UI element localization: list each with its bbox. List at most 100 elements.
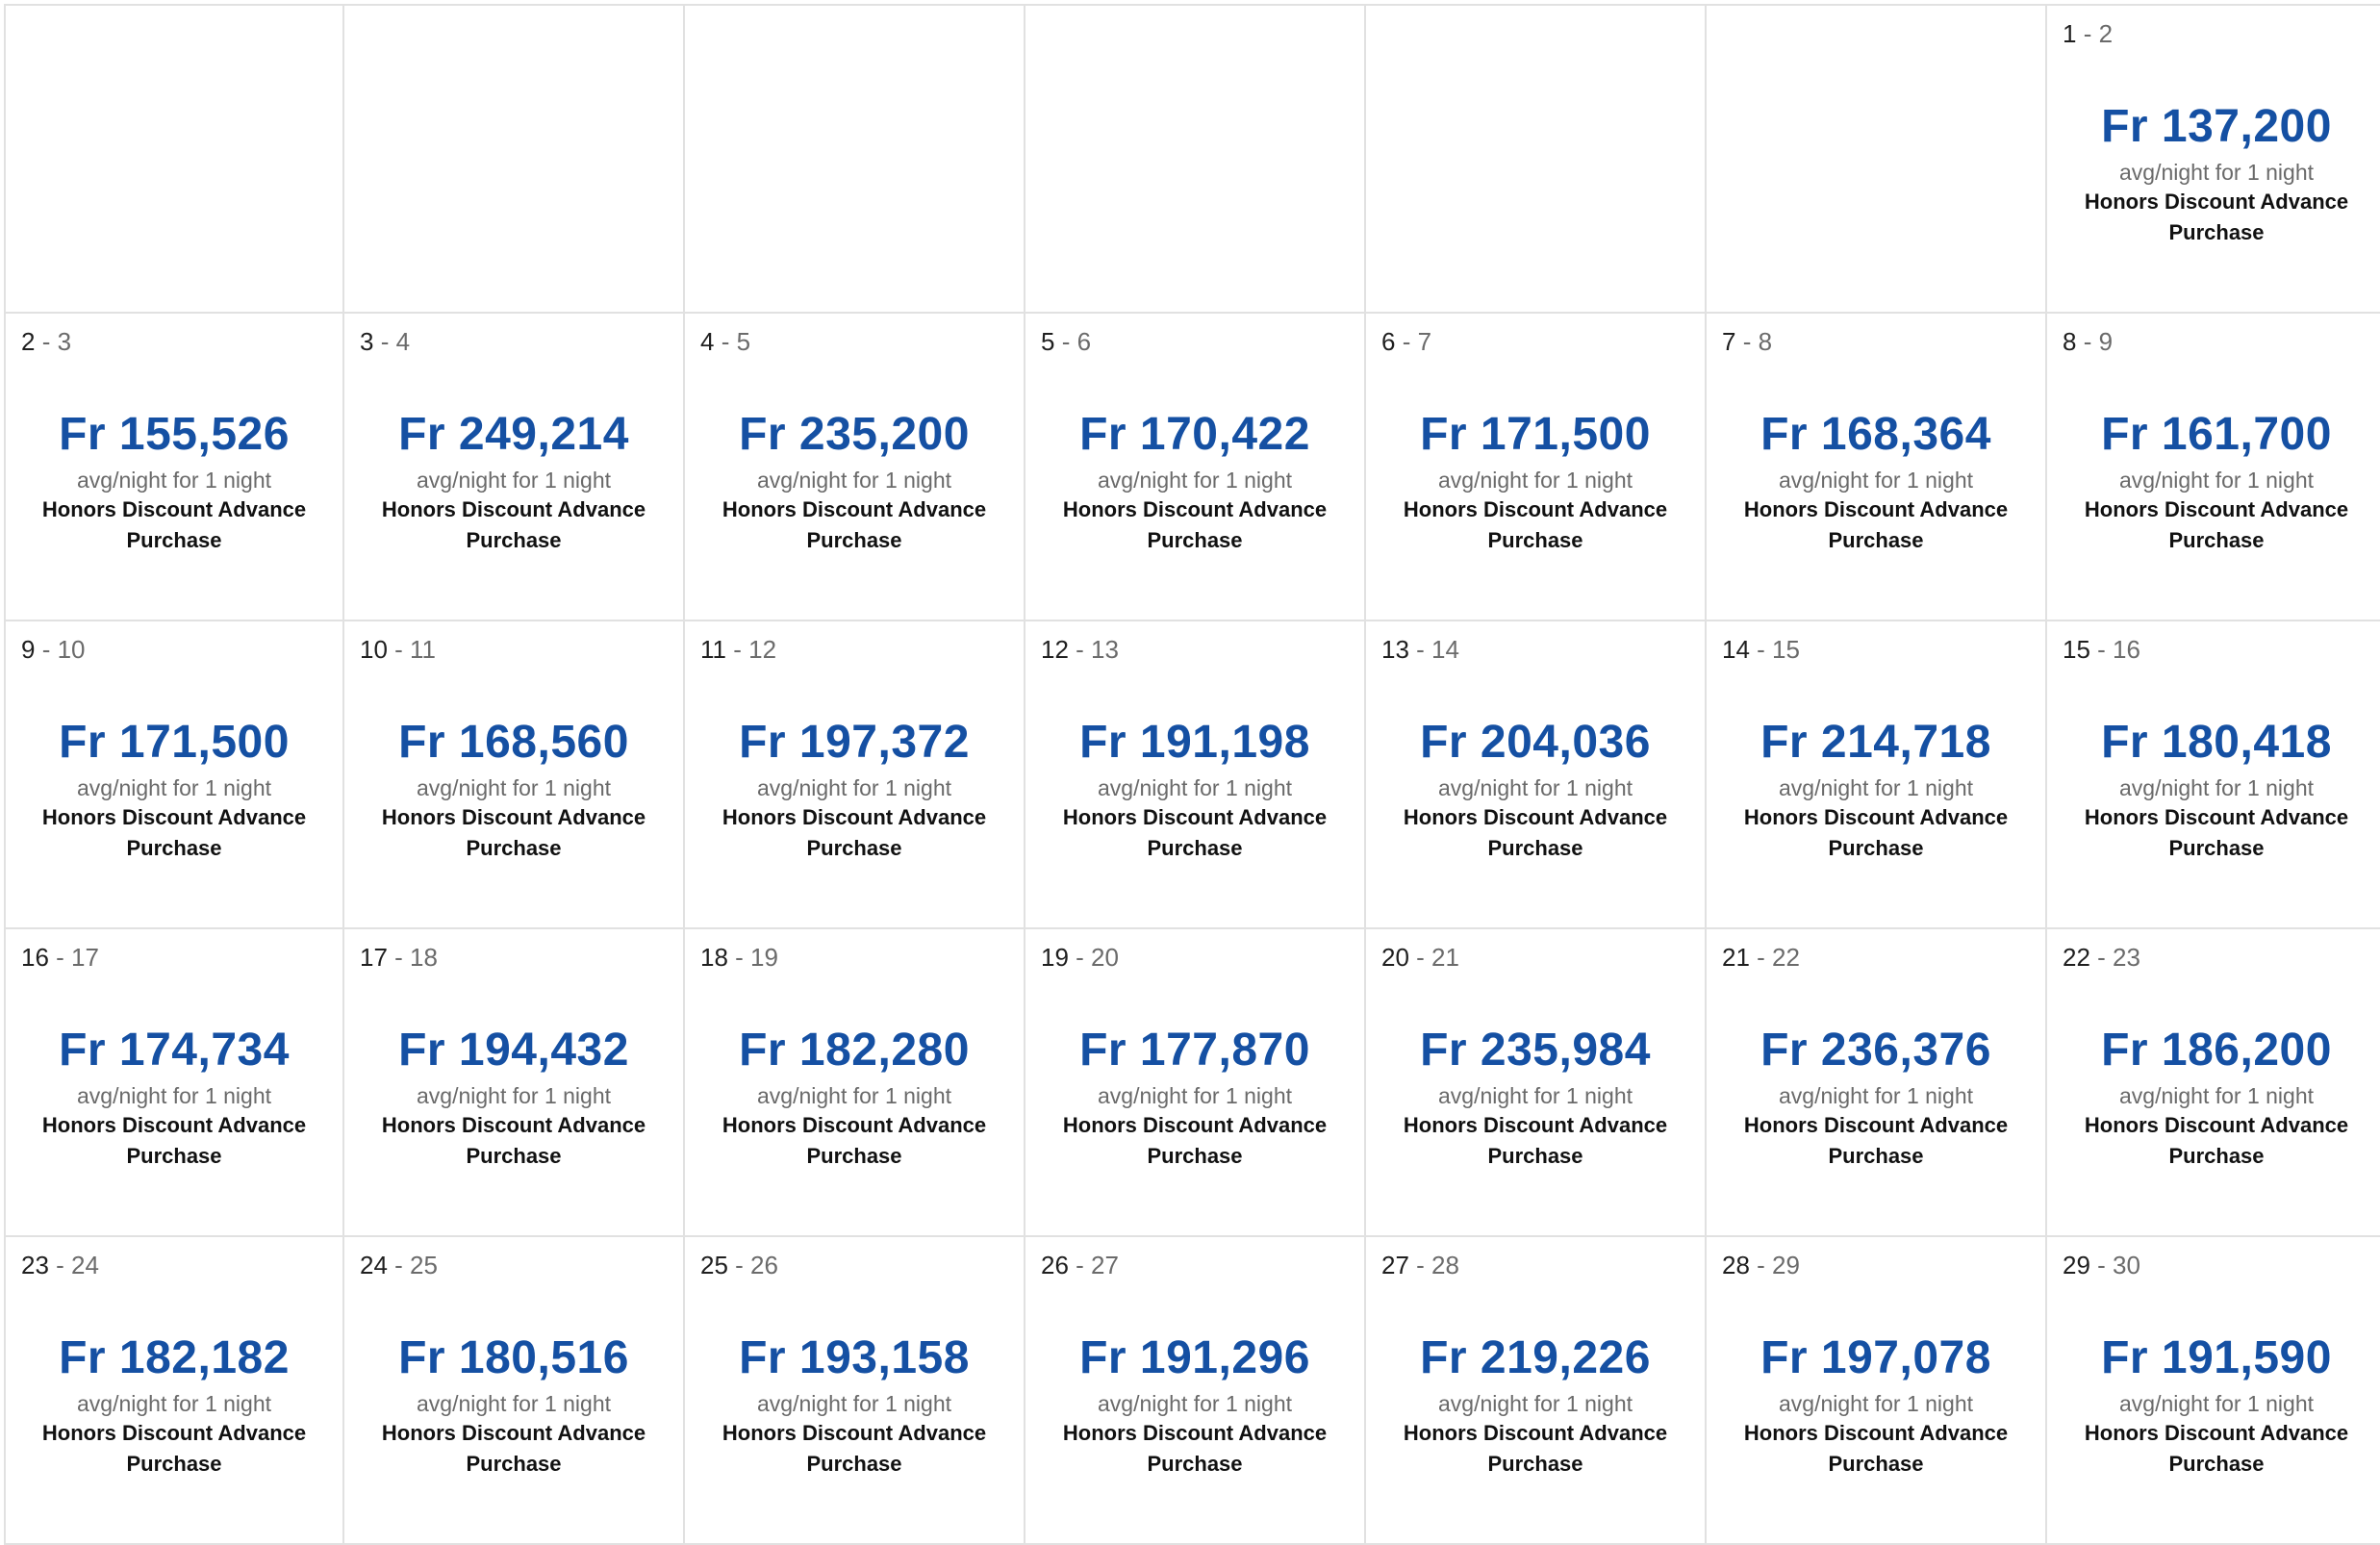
date-separator: - — [1749, 1251, 1773, 1279]
rate-plan-label: Honors Discount Advance Purchase — [1062, 497, 1328, 552]
calendar-day-cell[interactable]: 18 - 19 Fr 182,280 avg/night for 1 night Ho… — [685, 929, 1025, 1237]
calendar-day-cell[interactable]: 22 - 23 Fr 186,200 avg/night for 1 night Ho… — [2047, 929, 2380, 1237]
calendar-day-cell[interactable]: 6 - 7 Fr 171,500 avg/night for 1 night Hono… — [1366, 314, 1707, 621]
calendar-day-cell[interactable]: 28 - 29 Fr 197,078 avg/night for 1 night Ho… — [1707, 1237, 2047, 1545]
rate-plan-label: Honors Discount Advance Purchase — [1403, 1113, 1668, 1168]
stay-date-range: 12 - 13 — [1041, 635, 1119, 665]
calendar-day-cell[interactable]: 16 - 17 Fr 174,734 avg/night for 1 night Ho… — [4, 929, 344, 1237]
stay-date-range: 13 - 14 — [1381, 635, 1459, 665]
price-note: avg/night for 1 night — [2118, 1083, 2315, 1108]
nightly-price: Fr 235,984 — [1420, 1025, 1651, 1076]
calendar-day-cell[interactable]: 3 - 4 Fr 249,214 avg/night for 1 night Hono… — [344, 314, 685, 621]
date-separator: - — [387, 1251, 411, 1279]
checkin-day: 3 — [360, 327, 374, 356]
calendar-day-cell[interactable]: 12 - 13 Fr 191,198 avg/night for 1 night Ho… — [1025, 621, 1366, 929]
date-separator: - — [1068, 635, 1092, 664]
price-note: avg/night for 1 night — [76, 775, 272, 800]
calendar-day-cell[interactable]: 26 - 27 Fr 191,296 avg/night for 1 night Ho… — [1025, 1237, 1366, 1545]
checkin-day: 9 — [21, 635, 36, 664]
nightly-price: Fr 214,718 — [1760, 717, 1991, 768]
price-note: avg/night for 1 night — [1097, 1391, 1293, 1416]
rate-block: Fr 186,200 avg/night for 1 night Honors Di… — [2047, 1022, 2380, 1172]
rate-block: Fr 180,516 avg/night for 1 night Honors Di… — [344, 1330, 683, 1480]
rate-block: Fr 194,432 avg/night for 1 night Honors Di… — [344, 1022, 683, 1172]
rate-plan-label: Honors Discount Advance Purchase — [2084, 805, 2349, 860]
rate-block: Fr 177,870 avg/night for 1 night Honors Di… — [1025, 1022, 1364, 1172]
price-note: avg/night for 1 night — [756, 468, 952, 493]
rate-plan-label: Honors Discount Advance Purchase — [41, 1113, 307, 1168]
calendar-day-cell[interactable]: 25 - 26 Fr 193,158 avg/night for 1 night Ho… — [685, 1237, 1025, 1545]
rate-block: Fr 191,198 avg/night for 1 night Honors Di… — [1025, 714, 1364, 864]
calendar-day-cell[interactable]: 10 - 11 Fr 168,560 avg/night for 1 night Ho… — [344, 621, 685, 929]
checkout-day: 21 — [1431, 943, 1459, 972]
rate-plan-label: Honors Discount Advance Purchase — [2084, 1421, 2349, 1476]
calendar-day-cell[interactable]: 29 - 30 Fr 191,590 avg/night for 1 night Ho… — [2047, 1237, 2380, 1545]
calendar-day-cell[interactable]: 24 - 25 Fr 180,516 avg/night for 1 night Ho… — [344, 1237, 685, 1545]
stay-date-range: 22 - 23 — [2063, 943, 2140, 973]
calendar-day-cell[interactable]: 13 - 14 Fr 204,036 avg/night for 1 night Ho… — [1366, 621, 1707, 929]
rate-block: Fr 219,226 avg/night for 1 night Honors Di… — [1366, 1330, 1705, 1480]
nightly-price: Fr 204,036 — [1420, 717, 1651, 768]
calendar-day-cell[interactable]: 15 - 16 Fr 180,418 avg/night for 1 night Ho… — [2047, 621, 2380, 929]
price-note: avg/night for 1 night — [1778, 1083, 1974, 1108]
checkout-day: 28 — [1431, 1251, 1459, 1279]
rate-block: Fr 204,036 avg/night for 1 night Honors Di… — [1366, 714, 1705, 864]
calendar-day-cell[interactable]: 7 - 8 Fr 168,364 avg/night for 1 night Hono… — [1707, 314, 2047, 621]
price-note: avg/night for 1 night — [2118, 775, 2315, 800]
calendar-day-cell[interactable]: 20 - 21 Fr 235,984 avg/night for 1 night Ho… — [1366, 929, 1707, 1237]
date-separator: - — [1395, 327, 1418, 356]
calendar-day-cell[interactable]: 11 - 12 Fr 197,372 avg/night for 1 night Ho… — [685, 621, 1025, 929]
stay-date-range: 1 - 2 — [2063, 19, 2113, 49]
calendar-day-cell[interactable]: 5 - 6 Fr 170,422 avg/night for 1 night Hono… — [1025, 314, 1366, 621]
calendar-day-cell[interactable]: 23 - 24 Fr 182,182 avg/night for 1 night Ho… — [4, 1237, 344, 1545]
checkout-day: 20 — [1091, 943, 1119, 972]
rate-plan-label: Honors Discount Advance Purchase — [1743, 1113, 2009, 1168]
checkin-day: 19 — [1041, 943, 1069, 972]
date-separator: - — [1068, 943, 1092, 972]
rate-calendar: 1 - 2 Fr 137,200 avg/night for 1 night Hono… — [4, 4, 2380, 1545]
calendar-empty-cell — [1366, 6, 1707, 314]
rate-block: Fr 193,158 avg/night for 1 night Honors Di… — [685, 1330, 1024, 1480]
price-note: avg/night for 1 night — [1097, 775, 1293, 800]
date-separator: - — [48, 1251, 72, 1279]
price-note: avg/night for 1 night — [1437, 775, 1633, 800]
nightly-price: Fr 191,296 — [1079, 1332, 1310, 1383]
calendar-day-cell[interactable]: 17 - 18 Fr 194,432 avg/night for 1 night Ho… — [344, 929, 685, 1237]
price-note: avg/night for 1 night — [756, 1391, 952, 1416]
date-separator: - — [387, 943, 411, 972]
stay-date-range: 6 - 7 — [1381, 327, 1431, 357]
price-note: avg/night for 1 night — [2118, 160, 2315, 185]
rate-plan-label: Honors Discount Advance Purchase — [722, 805, 987, 860]
checkin-day: 4 — [700, 327, 715, 356]
nightly-price: Fr 197,372 — [739, 717, 970, 768]
calendar-day-cell[interactable]: 8 - 9 Fr 161,700 avg/night for 1 night Hono… — [2047, 314, 2380, 621]
rate-block: Fr 168,364 avg/night for 1 night Honors Di… — [1707, 406, 2045, 556]
date-separator: - — [2076, 327, 2099, 356]
rate-plan-label: Honors Discount Advance Purchase — [381, 805, 646, 860]
calendar-day-cell[interactable]: 1 - 2 Fr 137,200 avg/night for 1 night Hono… — [2047, 6, 2380, 314]
nightly-price: Fr 191,198 — [1079, 717, 1310, 768]
price-note: avg/night for 1 night — [1778, 775, 1974, 800]
calendar-day-cell[interactable]: 27 - 28 Fr 219,226 avg/night for 1 night Ho… — [1366, 1237, 1707, 1545]
calendar-day-cell[interactable]: 14 - 15 Fr 214,718 avg/night for 1 night Ho… — [1707, 621, 2047, 929]
rate-plan-label: Honors Discount Advance Purchase — [1403, 1421, 1668, 1476]
date-separator: - — [35, 327, 58, 356]
nightly-price: Fr 249,214 — [398, 409, 629, 460]
calendar-day-cell[interactable]: 9 - 10 Fr 171,500 avg/night for 1 night Hon… — [4, 621, 344, 929]
calendar-day-cell[interactable]: 21 - 22 Fr 236,376 avg/night for 1 night Ho… — [1707, 929, 2047, 1237]
date-separator: - — [727, 943, 751, 972]
calendar-day-cell[interactable]: 4 - 5 Fr 235,200 avg/night for 1 night Hono… — [685, 314, 1025, 621]
checkin-day: 18 — [700, 943, 728, 972]
date-separator: - — [2089, 1251, 2114, 1279]
checkin-day: 25 — [700, 1251, 728, 1279]
rate-plan-label: Honors Discount Advance Purchase — [381, 1113, 646, 1168]
rate-plan-label: Honors Discount Advance Purchase — [722, 1421, 987, 1476]
calendar-day-cell[interactable]: 2 - 3 Fr 155,526 avg/night for 1 night Hono… — [4, 314, 344, 621]
rate-block: Fr 174,734 avg/night for 1 night Honors Di… — [6, 1022, 342, 1172]
checkin-day: 14 — [1722, 635, 1750, 664]
rate-plan-label: Honors Discount Advance Purchase — [2084, 1113, 2349, 1168]
checkout-day: 30 — [2113, 1251, 2140, 1279]
price-note: avg/night for 1 night — [1437, 1083, 1633, 1108]
calendar-day-cell[interactable]: 19 - 20 Fr 177,870 avg/night for 1 night Ho… — [1025, 929, 1366, 1237]
checkin-day: 29 — [2063, 1251, 2090, 1279]
